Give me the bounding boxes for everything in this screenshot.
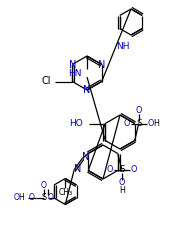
Text: H: H — [18, 194, 24, 202]
Text: HO: HO — [70, 119, 83, 128]
Text: S: S — [136, 119, 142, 128]
Text: O: O — [131, 165, 137, 174]
Text: N: N — [69, 60, 76, 70]
Text: H: H — [119, 186, 125, 195]
Text: O: O — [124, 119, 130, 128]
Text: O: O — [107, 165, 113, 174]
Text: N: N — [83, 85, 91, 95]
Text: O: O — [13, 194, 19, 202]
Text: N: N — [82, 153, 89, 163]
Text: O: O — [147, 119, 154, 128]
Text: S: S — [119, 165, 125, 174]
Text: O: O — [48, 194, 54, 202]
Text: S: S — [41, 194, 46, 202]
Text: O: O — [136, 106, 142, 115]
Text: N: N — [98, 60, 105, 70]
Text: HN: HN — [68, 68, 82, 77]
Text: O: O — [29, 194, 35, 202]
Text: N: N — [74, 165, 81, 174]
Text: H: H — [153, 119, 159, 128]
Text: O: O — [118, 178, 125, 187]
Text: NH: NH — [117, 42, 130, 51]
Text: O: O — [41, 182, 47, 190]
Text: CH₃: CH₃ — [58, 188, 72, 197]
Text: Cl: Cl — [42, 77, 51, 87]
